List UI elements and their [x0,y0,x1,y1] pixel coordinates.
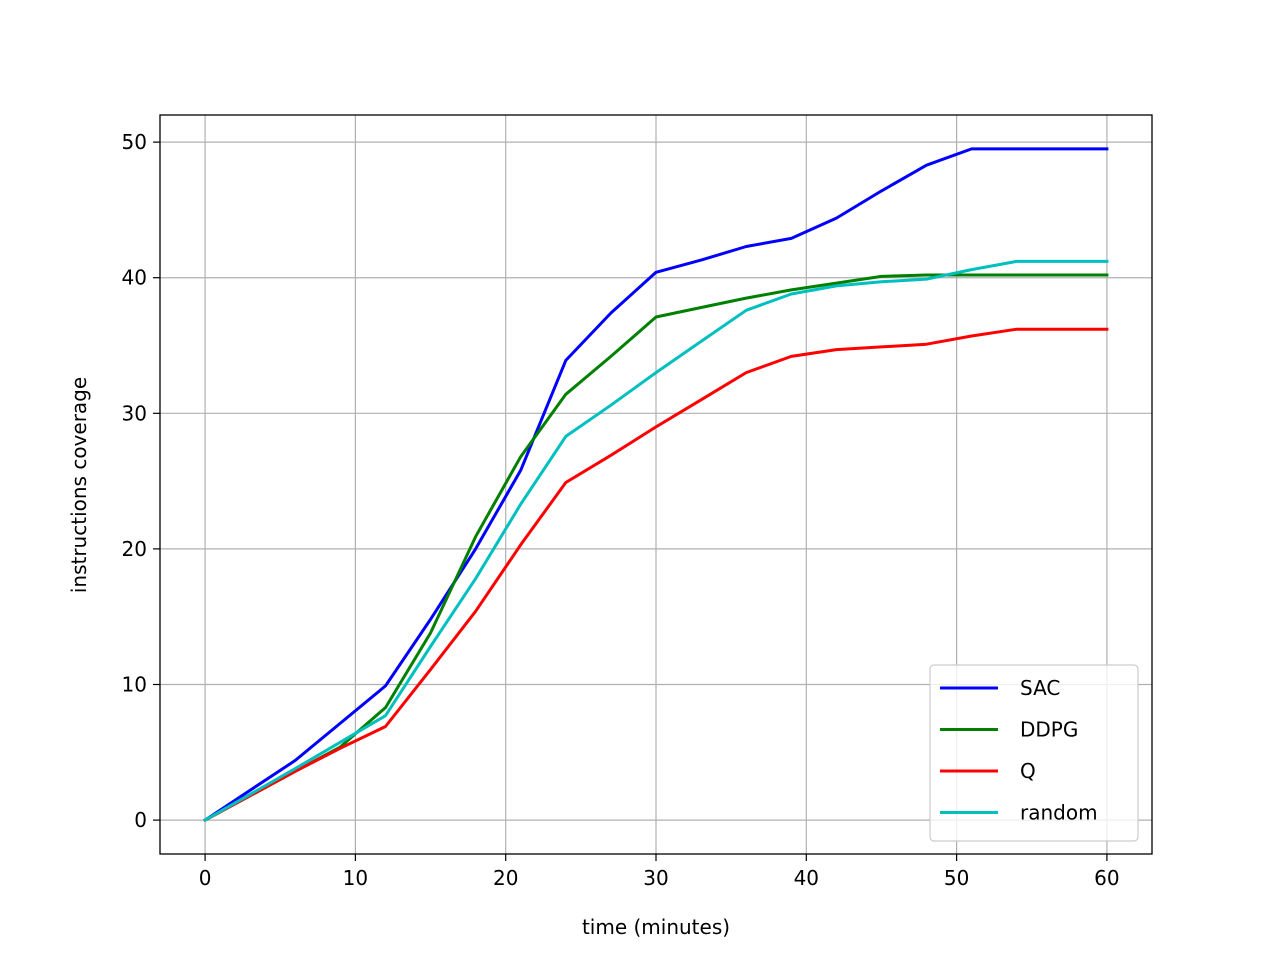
y-tick-label: 20 [122,537,147,561]
x-tick-label: 40 [794,866,819,890]
legend-label-sac: SAC [1020,676,1060,700]
x-tick-label: 60 [1094,866,1119,890]
y-tick-label: 50 [122,130,147,154]
series-line-random [203,259,1109,823]
series-line-q [203,327,1109,823]
legend-label-random: random [1020,801,1098,825]
legend-label-ddpg: DDPG [1020,718,1078,742]
x-axis-label: time (minutes) [582,915,730,939]
series-line-sac [203,147,1109,823]
x-tick-label: 10 [343,866,368,890]
legend-label-q: Q [1020,759,1036,783]
x-tick-label: 30 [643,866,668,890]
series-line-ddpg [203,273,1109,823]
y-tick-label: 10 [122,673,147,697]
axis-ticks: 0 10 20 30 40 50 60 0 10 20 30 40 50 [122,130,1120,890]
y-tick-label: 0 [134,808,147,832]
x-tick-label: 0 [199,866,212,890]
x-tick-label: 50 [944,866,969,890]
y-axis-label: instructions coverage [67,377,91,593]
y-tick-label: 30 [122,401,147,425]
legend-box [929,664,1139,842]
grid [160,115,1152,854]
y-tick-label: 40 [122,266,147,290]
x-tick-label: 20 [493,866,518,890]
series-lines [203,147,1109,823]
